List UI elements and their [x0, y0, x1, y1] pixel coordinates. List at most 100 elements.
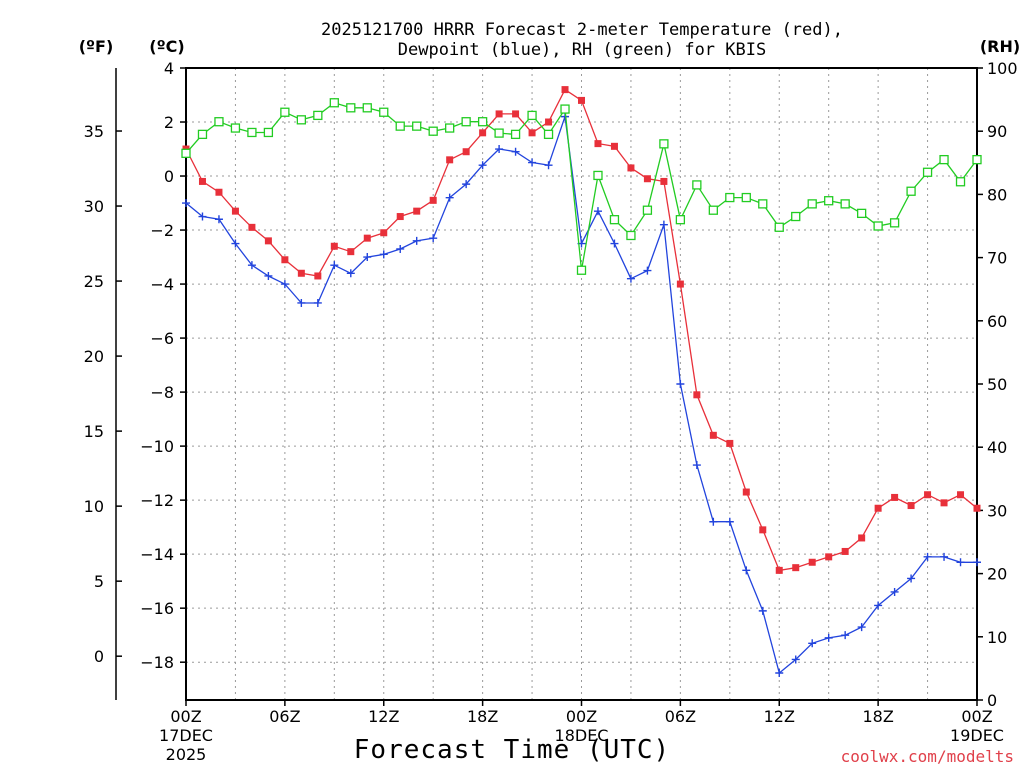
2-meter-temperature-point [726, 439, 734, 447]
plot-frame [185, 67, 978, 701]
x-tick-label: 12Z [764, 707, 795, 726]
x-tick-label: 00Z [170, 707, 201, 726]
2-meter-temperature-point [841, 547, 849, 555]
fahrenheit-tick-label: 5 [94, 572, 104, 591]
dewpoint-point [264, 271, 273, 280]
dewpoint-point [214, 215, 223, 224]
fahrenheit-tick-label: 20 [84, 347, 104, 366]
2-meter-temperature-point [297, 269, 305, 277]
fahrenheit-tick-label: 35 [84, 122, 104, 141]
2-meter-temperature-point [627, 164, 635, 172]
2-meter-temperature-point [775, 566, 783, 574]
x-tick-label: 18Z [467, 707, 498, 726]
relative-humidity-point [296, 115, 307, 125]
dewpoint-point [231, 239, 240, 248]
2-meter-temperature-point [462, 148, 470, 156]
dewpoint-point [659, 220, 668, 229]
dewpoint-point [758, 606, 767, 615]
rh-tick-label: 60 [987, 312, 1007, 331]
2-meter-temperature-point [528, 129, 536, 137]
dewpoint-point [923, 552, 932, 561]
dewpoint-point [544, 161, 553, 170]
relative-humidity-point [576, 265, 587, 275]
dewpoint-point [907, 574, 916, 583]
relative-humidity-point [609, 215, 620, 225]
rh-tick-label: 40 [987, 438, 1007, 457]
dewpoint-point [676, 380, 685, 388]
fahrenheit-tick-label: 30 [84, 197, 104, 216]
dewpoint-point [429, 234, 438, 243]
dewpoint-point [890, 587, 899, 596]
rh-tick-label: 100 [987, 59, 1018, 78]
2-meter-temperature-point [429, 196, 437, 204]
celsius-tick-label: 4 [164, 59, 174, 78]
2-meter-temperature-point [231, 207, 239, 215]
relative-humidity-point [824, 196, 834, 206]
dewpoint-point [791, 655, 800, 664]
rh-tick-label: 10 [987, 628, 1007, 647]
rh-tick-label: 50 [987, 375, 1007, 394]
data-series [181, 86, 982, 677]
2-meter-temperature-point [495, 110, 503, 118]
dewpoint-point [593, 207, 602, 216]
fahrenheit-unit-label: (ºF) [79, 37, 114, 56]
fahrenheit-tick-label: 15 [84, 422, 104, 441]
axes: 420−2−4−6−8−10−12−14−16−1835302520151050… [84, 59, 1018, 764]
dewpoint-point [247, 261, 256, 270]
relative-humidity-point [873, 221, 883, 231]
dewpoint-point [396, 244, 405, 253]
source-credit: coolwx.com/modelts [841, 747, 1014, 766]
relative-humidity-point [527, 110, 537, 121]
relative-humidity-point [230, 123, 241, 133]
dewpoint-point [412, 236, 421, 245]
relative-humidity-point [791, 211, 801, 222]
relative-humidity-point [280, 107, 290, 117]
x-tick-label: 00Z [566, 707, 597, 726]
celsius-tick-label: −12 [140, 491, 174, 510]
chart-title-line-2: Dewpoint (blue), RH (green) for KBIS [398, 40, 766, 60]
celsius-tick-label: −2 [150, 221, 174, 240]
celsius-tick-label: −14 [140, 545, 174, 564]
dewpoint-point [330, 261, 339, 270]
relative-humidity-point [395, 121, 405, 131]
x-tick-label: 06Z [269, 707, 300, 726]
chart-title-line-1: 2025121700 HRRR Forecast 2-meter Tempera… [321, 20, 843, 40]
dewpoint-point [297, 298, 306, 307]
relative-humidity-point [955, 177, 966, 187]
relative-humidity-point [263, 127, 274, 138]
fahrenheit-tick-label: 0 [94, 647, 104, 666]
dewpoint-point [346, 269, 355, 278]
dewpoint-point [379, 250, 388, 259]
dewpoint-point [742, 566, 751, 575]
relative-humidity-point [247, 127, 257, 138]
celsius-tick-label: 0 [164, 167, 174, 186]
relative-humidity-point [461, 117, 471, 127]
x-tick-label: 17DEC [159, 726, 213, 745]
rh-tick-label: 20 [987, 565, 1007, 584]
dewpoint-point [610, 239, 619, 248]
dewpoint-point [280, 280, 289, 289]
celsius-tick-label: −10 [140, 437, 174, 456]
gridlines [186, 67, 977, 700]
2-meter-temperature-point [874, 504, 882, 512]
rh-tick-label: 90 [987, 122, 1007, 141]
2-meter-temperature-point [578, 96, 585, 104]
rh-tick-label: 80 [987, 185, 1007, 204]
2-meter-temperature-point [594, 140, 602, 148]
dewpoint-point [363, 253, 372, 262]
2-meter-temperature-point [660, 177, 668, 185]
2-meter-temperature-point [610, 142, 618, 150]
dewpoint-point [841, 631, 850, 640]
relative-humidity-point [626, 230, 636, 241]
2-meter-temperature-point [792, 564, 800, 572]
x-tick-label: 12Z [368, 707, 399, 726]
2-meter-temperature-point [808, 558, 816, 566]
x-axis-title: Forecast Time (UTC) [354, 735, 670, 765]
2-meter-temperature-point [347, 248, 355, 256]
2-meter-temperature-point [643, 175, 651, 183]
relative-humidity-point [972, 154, 982, 165]
dewpoint-point [643, 266, 652, 275]
dewpoint-point [973, 558, 981, 567]
dewpoint-point [857, 623, 866, 632]
dewpoint-point [182, 199, 190, 208]
